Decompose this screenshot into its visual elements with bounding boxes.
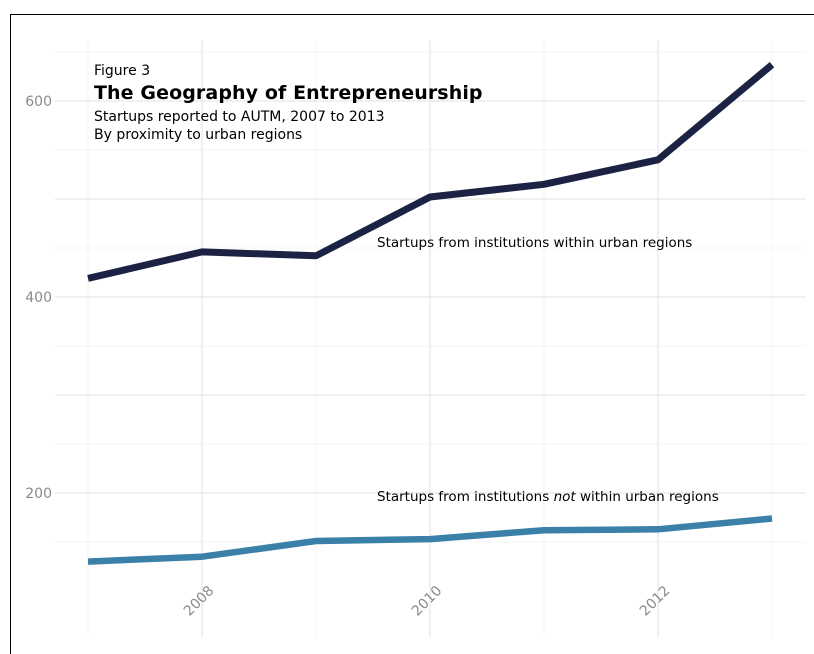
- x-tick-label: 2012: [637, 583, 674, 620]
- x-tick-label: 2010: [409, 583, 446, 620]
- nonurban-label-start: Startups from institutions: [377, 489, 554, 505]
- y-axis-ticks: 200 400 600: [25, 94, 52, 502]
- y-tick-label: 400: [25, 290, 52, 306]
- chart-subtitle: Startups reported to AUTM, 2007 to 2013 …: [94, 108, 385, 144]
- nonurban-label-end: within urban regions: [576, 489, 719, 505]
- subtitle-line-2: By proximity to urban regions: [94, 126, 385, 144]
- x-axis-ticks: 2008 2010 2012: [181, 583, 674, 620]
- y-tick-label: 600: [25, 94, 52, 110]
- nonurban-series-label: Startups from institutions not within ur…: [377, 489, 719, 505]
- x-tick-label: 2008: [181, 583, 218, 620]
- urban-series-label: Startups from institutions within urban …: [377, 235, 692, 251]
- figure-kicker: Figure 3: [94, 63, 150, 79]
- chart-title: The Geography of Entrepreneurship: [94, 82, 483, 104]
- subtitle-line-1: Startups reported to AUTM, 2007 to 2013: [94, 108, 385, 126]
- y-tick-label: 200: [25, 486, 52, 502]
- nonurban-label-emphasis: not: [554, 489, 576, 505]
